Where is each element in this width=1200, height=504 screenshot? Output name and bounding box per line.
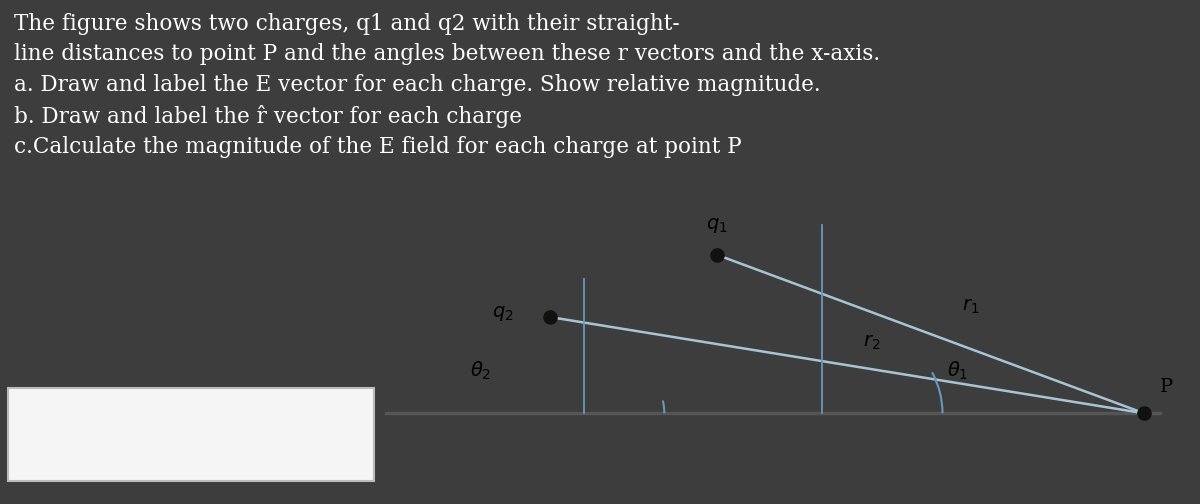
Text: q₁ = +3μC: q₁ = +3μC <box>26 413 124 431</box>
Point <box>707 250 726 259</box>
Point <box>541 313 560 321</box>
Text: $q_2$: $q_2$ <box>492 304 514 323</box>
Text: r₂ = 15cm: r₂ = 15cm <box>132 438 224 457</box>
Text: $r_2$: $r_2$ <box>863 333 880 352</box>
Text: r₁ = 11cm: r₁ = 11cm <box>132 413 224 431</box>
Text: $r_1$: $r_1$ <box>962 297 979 316</box>
Text: $q_1$: $q_1$ <box>706 216 727 234</box>
Text: θ₁ = 24°: θ₁ = 24° <box>245 413 322 431</box>
Text: θ₂ = 11°: θ₂ = 11° <box>245 438 322 457</box>
Text: $\theta_1$: $\theta_1$ <box>947 359 968 382</box>
Text: The figure shows two charges, q1 and q2 with their straight-
line distances to p: The figure shows two charges, q1 and q2 … <box>14 13 881 158</box>
Text: q₂ = -4μC: q₂ = -4μC <box>26 438 114 457</box>
Text: $\theta_2$: $\theta_2$ <box>469 359 491 382</box>
Text: P: P <box>1160 379 1174 397</box>
Point <box>1134 409 1153 417</box>
